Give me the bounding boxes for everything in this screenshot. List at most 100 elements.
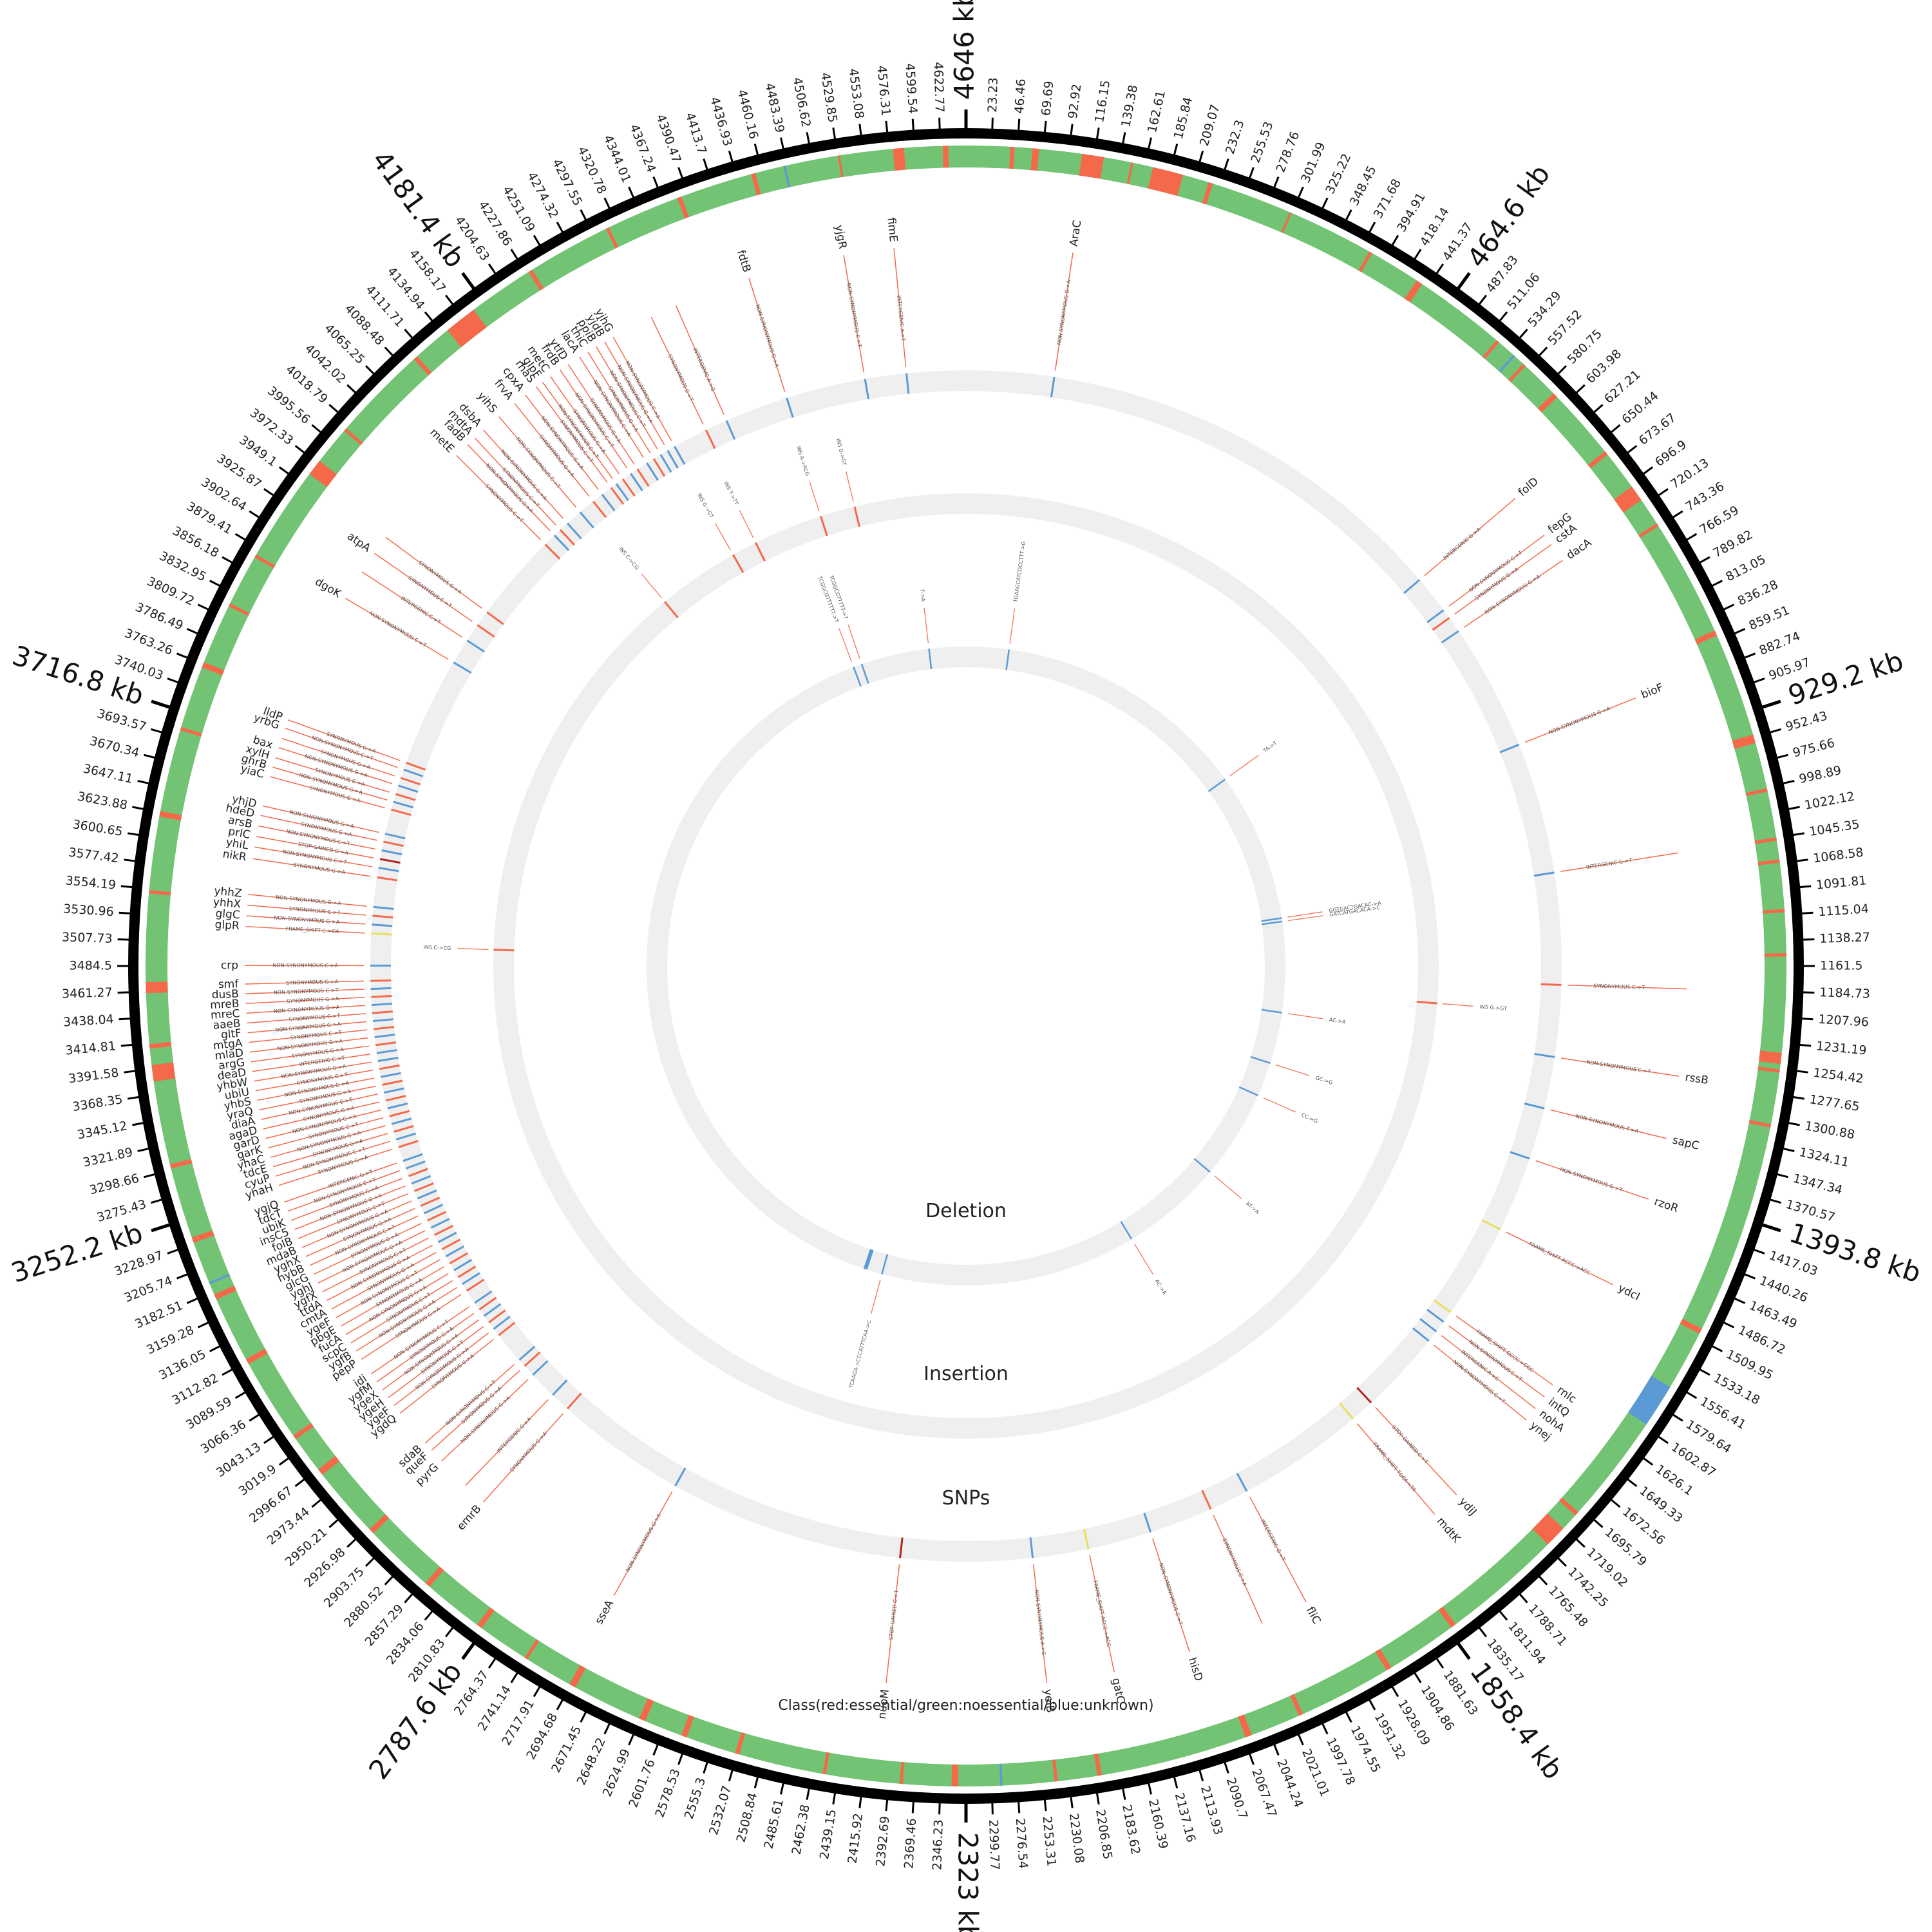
snp-gene-label: emrB (455, 1502, 484, 1533)
snp-mark (1533, 871, 1555, 877)
minor-tick (1499, 311, 1508, 322)
snp-leader-line (254, 846, 372, 867)
deletion-leader-line (1263, 1097, 1296, 1113)
minor-tick (1435, 1658, 1444, 1669)
snp-leader-line (262, 805, 379, 833)
essential-region (681, 1714, 694, 1738)
snp-gene-label: gltF (220, 1027, 242, 1042)
minor-tick (533, 234, 541, 246)
snp-mutation-label: NON-SYNONYMOUS G->T (1559, 1166, 1623, 1193)
minor-tick (167, 677, 179, 684)
snp-mark (1426, 1309, 1444, 1323)
essential-region (1358, 251, 1372, 272)
snp-gene-label: yhhX (213, 896, 242, 911)
insertion-mark (819, 516, 828, 536)
minor-tick (209, 1345, 221, 1352)
snp-mutation-label: INTERGENIC A->C (1460, 1349, 1501, 1383)
major-tick (151, 1223, 171, 1233)
tick-label: 3670.34 (88, 734, 141, 761)
minor-tick (1519, 328, 1528, 339)
snp-mark (395, 1132, 417, 1141)
minor-tick (1783, 780, 1795, 784)
tick-label: 2601.76 (626, 1757, 658, 1810)
minor-tick (1538, 1575, 1548, 1586)
minor-tick (1095, 1792, 1100, 1805)
insertion-leader-line (739, 510, 754, 538)
snp-mark (1524, 1103, 1545, 1110)
snp-mark (375, 1041, 397, 1046)
snp-leader-line (612, 336, 672, 441)
tick-label: 3321.89 (82, 1145, 134, 1170)
essential-region (735, 1732, 746, 1755)
snp-mark (478, 1296, 497, 1311)
minor-tick (365, 1557, 375, 1567)
snp-leader-line (309, 1215, 419, 1266)
snp-gene-label: fdtB (734, 249, 753, 274)
snp-mutation-label: FRAME_SHIFT ACCC->ACC (1092, 1580, 1112, 1647)
essential-region (942, 146, 949, 168)
tick-label: 3159.28 (144, 1323, 196, 1357)
tick-label: 2113.93 (1198, 1784, 1226, 1837)
minor-tick (1368, 1699, 1376, 1710)
minor-tick (1043, 120, 1047, 133)
snp-mutation-label: INTERGENIC A->G (692, 347, 716, 392)
insertion-label: INS G->GT (696, 493, 715, 520)
snp-gene-label: ydcI (1616, 1282, 1642, 1303)
tick-label: 1068.58 (1812, 846, 1864, 866)
minor-tick (703, 1761, 708, 1774)
minor-tick (176, 1273, 188, 1280)
tick-label: 3019.9 (236, 1462, 279, 1499)
minor-tick (628, 1734, 635, 1746)
snp-leader-line (327, 1244, 433, 1301)
essential-region (169, 1159, 193, 1169)
snp-mark (1426, 609, 1444, 623)
snp-leader-line (287, 1170, 400, 1212)
essential-region (1638, 523, 1659, 538)
essential-region (318, 1455, 340, 1475)
snp-mark (414, 1182, 434, 1192)
snp-mark (405, 1160, 426, 1170)
snp-mark (667, 450, 679, 469)
tick-label: 2508.84 (734, 1791, 761, 1844)
snp-leader-line (650, 316, 704, 425)
snp-mark (674, 446, 686, 465)
snp-leader-line (483, 430, 564, 519)
essential-region (191, 1230, 214, 1243)
tick-label: 3368.35 (71, 1092, 124, 1114)
snp-mark (441, 1238, 461, 1251)
snp-mark (1534, 1053, 1555, 1058)
essential-region (1202, 182, 1213, 205)
major-tick (1457, 272, 1471, 290)
minor-tick (806, 1788, 810, 1800)
minor-tick (234, 1391, 246, 1399)
minor-tick (1557, 1557, 1567, 1567)
snp-leader-line (273, 1133, 388, 1168)
snp-mutation-label: NON-SYNONYMOUS A->G (1034, 1589, 1046, 1655)
snp-mark (385, 1095, 406, 1102)
snp-leader-line (247, 904, 366, 916)
major-tick (151, 699, 171, 709)
tick-label: 998.89 (1798, 763, 1843, 786)
minor-tick (346, 384, 357, 394)
minor-tick (294, 445, 305, 454)
tick-label: 2044.24 (1274, 1757, 1305, 1810)
essential-region (1532, 1513, 1564, 1545)
minor-tick (346, 1538, 357, 1548)
snp-mark (449, 1252, 468, 1265)
minor-tick (1593, 404, 1604, 413)
snp-mark (417, 1189, 437, 1200)
snp-mark (566, 1392, 582, 1410)
minor-tick (1658, 1435, 1669, 1444)
snp-mutation-label: INTERGENIC G->T (1260, 1519, 1287, 1562)
snp-leader-line (1424, 498, 1516, 576)
snp-leader-line (252, 1053, 371, 1072)
snp-mark (393, 800, 414, 809)
minor-tick (120, 1043, 133, 1047)
essential-region (1030, 148, 1039, 171)
snp-leader-line (1434, 1345, 1527, 1421)
snp-leader-line (388, 1326, 484, 1398)
tick-label: 813.05 (1723, 553, 1768, 585)
snp-mark (430, 1218, 450, 1229)
snp-mutation-label: FRAME_SHIFT ACCC->ACC (1528, 1241, 1591, 1276)
snp-mutation-label: NON-SYNONYMOUS C->A (272, 963, 338, 969)
